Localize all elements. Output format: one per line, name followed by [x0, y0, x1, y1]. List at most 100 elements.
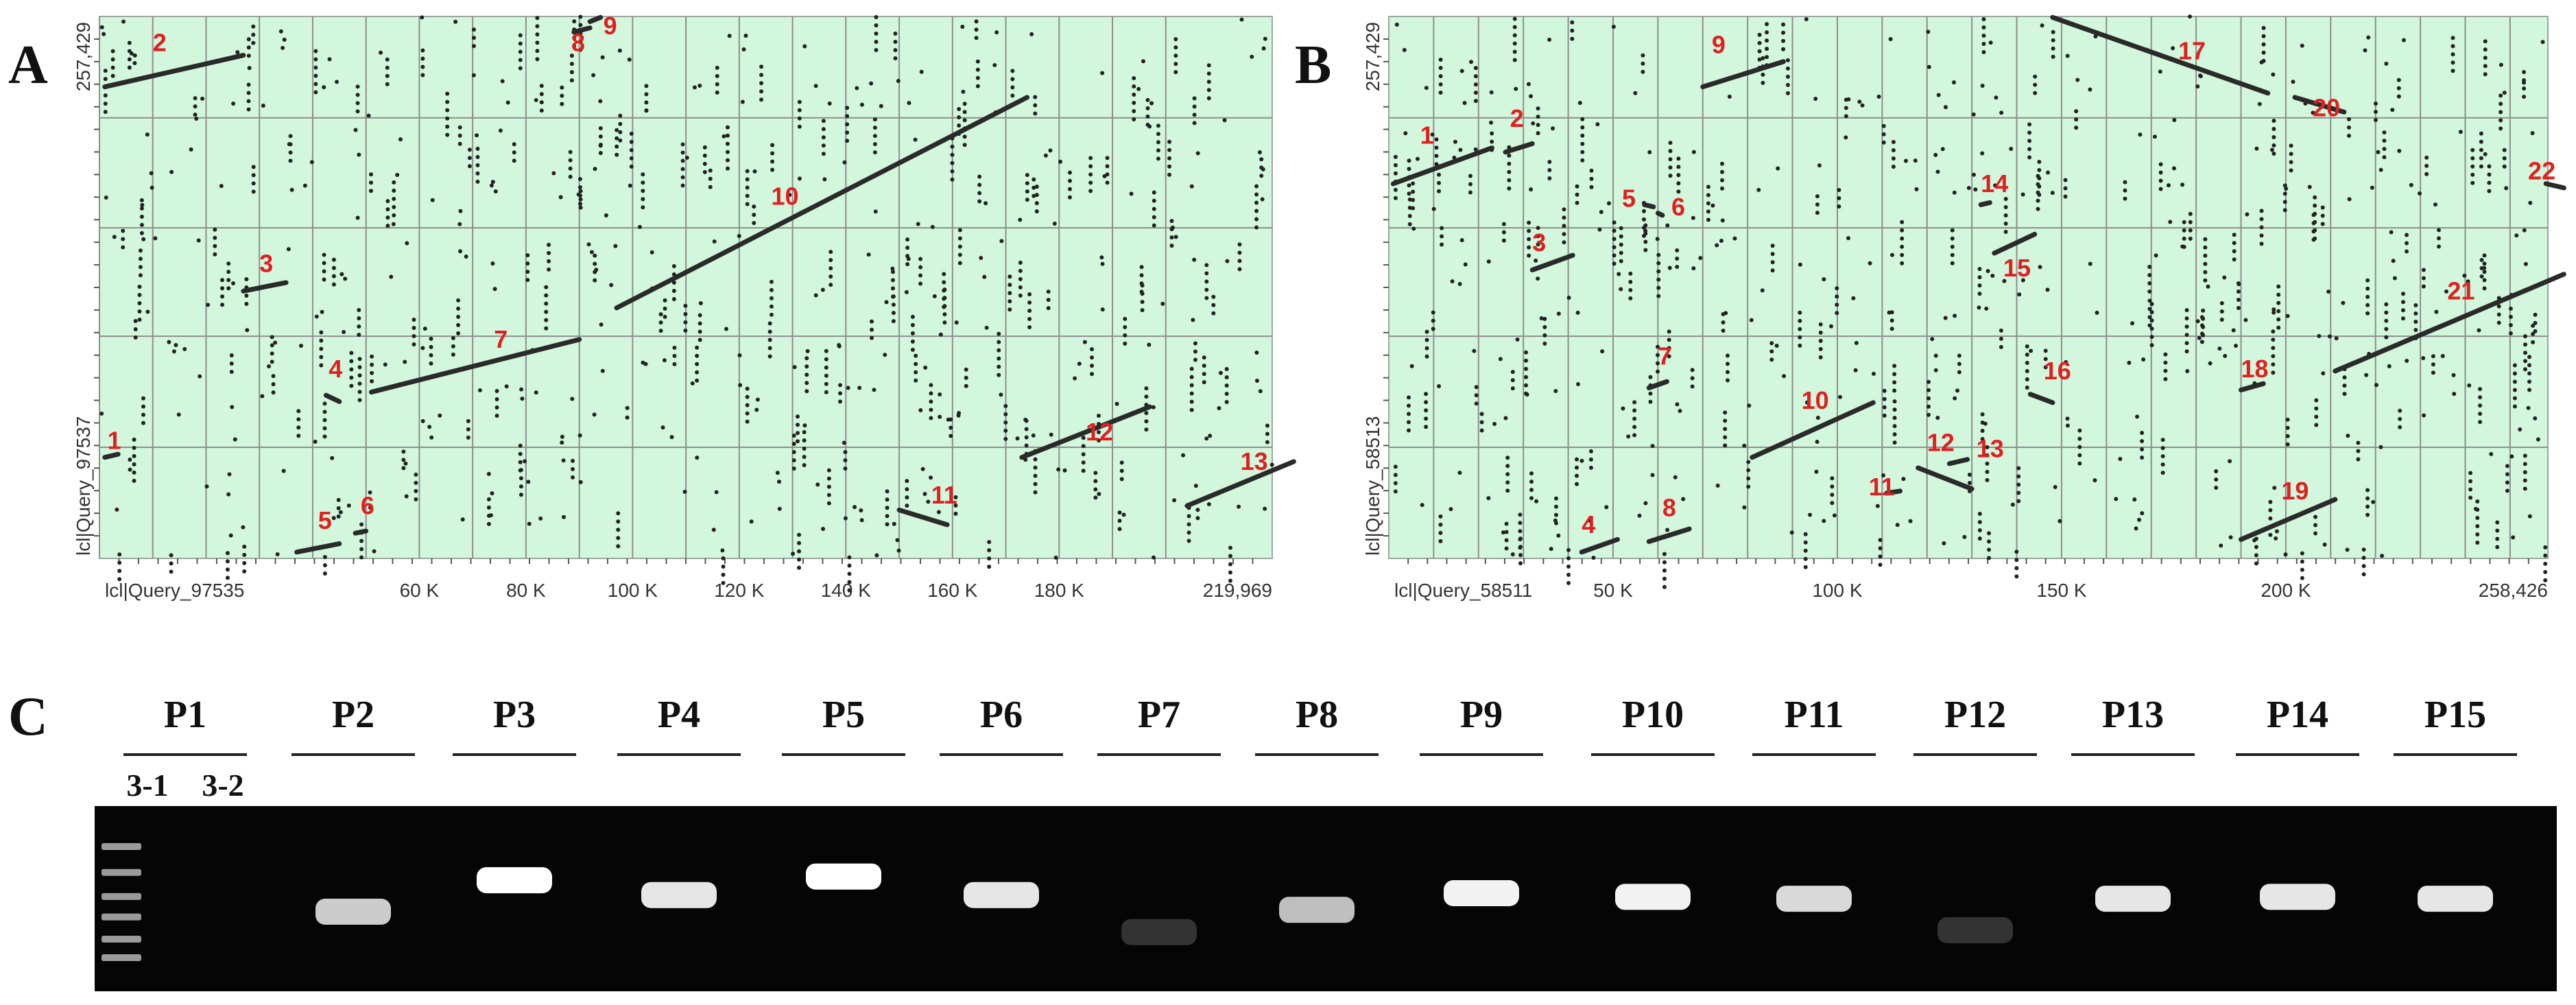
match-dot: [953, 511, 958, 516]
match-dot: [2450, 44, 2455, 49]
match-dot: [680, 175, 685, 180]
match-dot: [1440, 226, 1444, 230]
match-dot: [1202, 380, 1206, 385]
match-dot: [2444, 289, 2448, 294]
match-dot: [229, 370, 234, 375]
match-dot: [1489, 90, 1494, 95]
match-dot: [1222, 118, 1227, 123]
match-dot: [1900, 244, 1905, 249]
match-dot: [232, 437, 237, 442]
match-dot: [2382, 155, 2387, 160]
match-dot: [1621, 406, 1625, 411]
match-dot: [795, 431, 800, 436]
match-dot: [1715, 483, 1720, 488]
match-dot: [1007, 307, 1012, 312]
match-dot: [2320, 205, 2325, 210]
match-dot: [1579, 458, 1584, 463]
match-dot: [2219, 301, 2224, 306]
match-dot: [525, 278, 530, 283]
match-dot: [429, 344, 433, 349]
match-dot: [2043, 357, 2048, 362]
match-dot: [2508, 314, 2513, 319]
match-dot: [1706, 209, 1710, 214]
match-dot: [1049, 432, 1053, 437]
match-dot: [594, 268, 599, 272]
match-dot: [843, 516, 848, 521]
match-dot: [1892, 407, 1897, 412]
match-dot: [2508, 331, 2513, 335]
match-dot: [1518, 512, 1523, 517]
match-dot: [658, 312, 663, 317]
match-dot: [946, 417, 951, 422]
match-dot: [2311, 221, 2316, 226]
match-dot: [1407, 222, 1412, 226]
match-dot: [1269, 462, 1274, 467]
match-dot: [2509, 454, 2514, 459]
match-dot: [370, 370, 374, 375]
match-dot: [805, 348, 810, 353]
match-dot: [2201, 333, 2206, 338]
match-dot: [2371, 499, 2376, 504]
match-dot: [2512, 404, 2517, 409]
alignment-segment-13: [1946, 457, 1970, 466]
match-dot: [672, 353, 677, 358]
match-dot: [1926, 404, 1931, 409]
match-dot: [1882, 405, 1887, 410]
alignment-segment-14: [1978, 200, 1992, 207]
match-dot: [2289, 143, 2293, 148]
match-dot: [712, 239, 717, 244]
match-dot: [1490, 139, 1494, 144]
match-dot: [874, 31, 879, 36]
match-dot: [2058, 519, 2062, 523]
match-dot: [770, 143, 775, 147]
match-dot: [1676, 156, 1681, 161]
match-dot: [2482, 286, 2487, 291]
match-dot: [874, 39, 879, 44]
match-dot: [2036, 206, 2040, 211]
match-dot: [2380, 554, 2385, 558]
match-dot: [1263, 506, 1267, 511]
match-dot: [2478, 395, 2483, 400]
match-dot: [1173, 70, 1178, 75]
match-dot: [672, 345, 677, 350]
match-dot: [1562, 215, 1566, 220]
match-dot: [1403, 131, 1408, 136]
match-dot: [1081, 436, 1086, 440]
match-dot: [2228, 459, 2232, 464]
match-dot: [874, 47, 879, 52]
match-dot: [697, 321, 702, 326]
match-dot: [1953, 396, 1957, 401]
match-dot: [680, 142, 685, 147]
match-dot: [572, 44, 577, 49]
alignment-segment-7: [368, 337, 582, 395]
match-dot: [1132, 92, 1136, 97]
match-dot: [289, 187, 294, 192]
match-dot: [2160, 454, 2165, 459]
match-dot: [1192, 121, 1197, 126]
match-dot: [957, 228, 962, 233]
match-dot: [370, 354, 374, 359]
match-dot: [1149, 101, 1154, 106]
match-dot: [1151, 405, 1156, 410]
match-dot: [2482, 261, 2487, 266]
match-dot: [1173, 54, 1178, 58]
match-dot: [1926, 379, 1931, 384]
match-dot: [1599, 210, 1603, 215]
match-dot: [1029, 32, 1034, 36]
match-dot: [2398, 416, 2402, 421]
match-dot: [1813, 96, 1818, 101]
match-dot: [1642, 233, 1647, 238]
match-dot: [2523, 351, 2527, 355]
match-dot: [138, 273, 143, 278]
match-dot: [2370, 185, 2374, 190]
match-dot: [1512, 33, 1517, 38]
match-dot: [544, 318, 549, 322]
match-dot: [395, 172, 400, 177]
match-dot: [2002, 279, 2007, 283]
match-dot: [1933, 368, 1938, 373]
match-dot: [1518, 553, 1523, 558]
match-dot: [145, 309, 150, 314]
match-dot: [2499, 62, 2503, 67]
match-dot: [2396, 86, 2401, 91]
match-dot: [1536, 234, 1540, 239]
